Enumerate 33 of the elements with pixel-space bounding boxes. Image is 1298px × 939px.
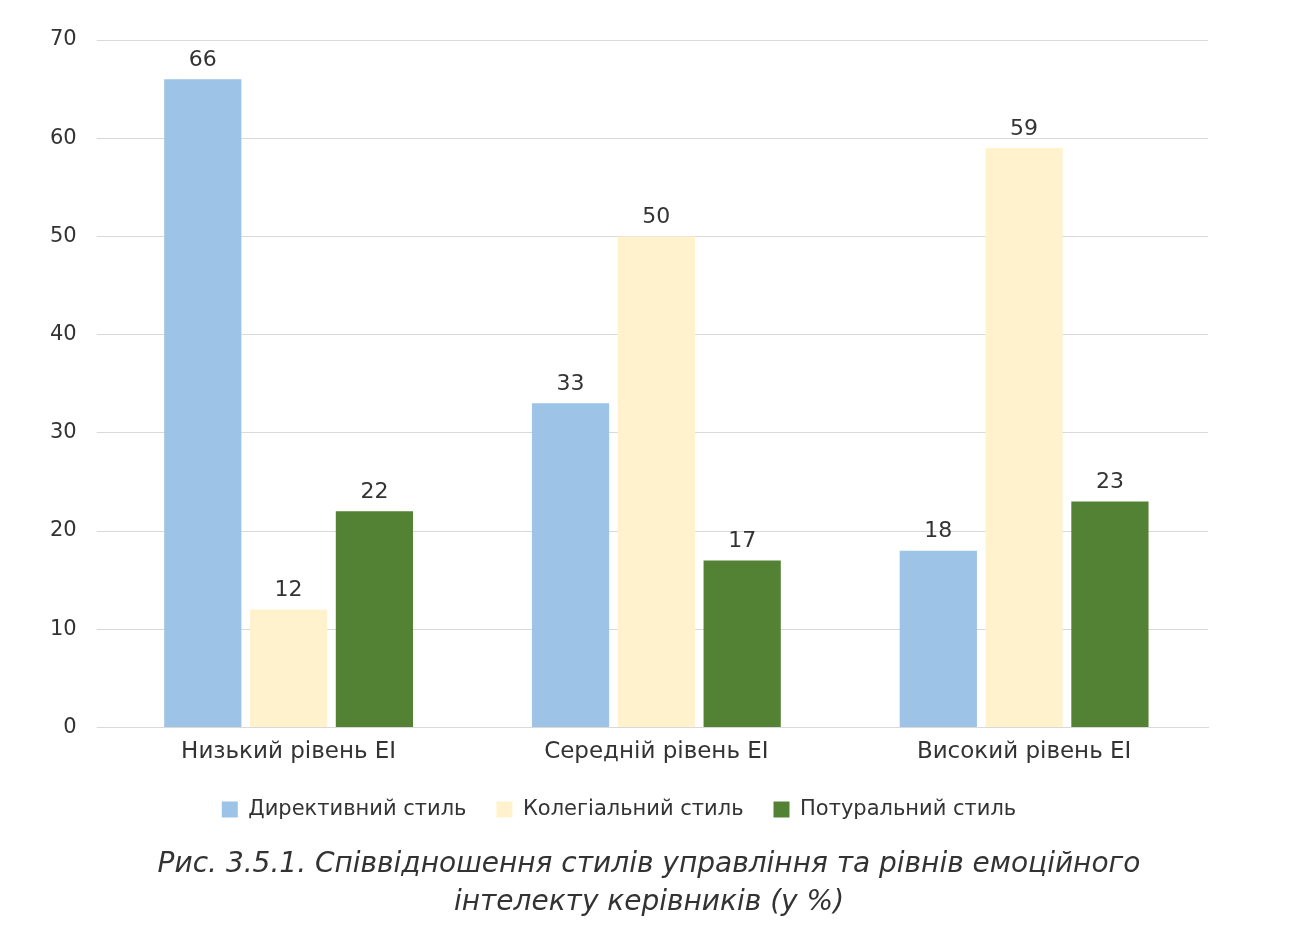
y-tick-label: 50 [49, 222, 77, 247]
y-tick-label: 70 [49, 26, 77, 51]
y-tick-label: 30 [49, 419, 77, 444]
bar [1071, 501, 1149, 727]
data-label: 59 [1010, 114, 1039, 140]
data-label: 22 [360, 478, 389, 504]
y-tick-label: 60 [49, 124, 77, 149]
legend-label: Директивний стиль [248, 795, 467, 820]
x-tick-label: Середній рівень ЕІ [544, 737, 769, 764]
x-tick-label: Високий рівень ЕІ [916, 737, 1132, 764]
bar [985, 148, 1063, 727]
bar [899, 550, 977, 727]
bar [164, 79, 242, 727]
data-label: 23 [1095, 468, 1124, 494]
bar [703, 560, 781, 727]
data-label: 18 [924, 517, 953, 543]
bar [617, 236, 695, 727]
legend-label: Потуральний стиль [800, 795, 1017, 820]
data-label: 50 [642, 203, 671, 229]
bar [249, 609, 328, 727]
data-label: 17 [728, 527, 757, 553]
text: Рис. 3.5.1. Співвідношення стилів управління та рівнів емоційного інтелекту керівників (у %) [156, 845, 1142, 919]
data-label: 12 [274, 576, 303, 602]
data-label: 66 [188, 46, 217, 71]
x-tick-label: Низький рівень ЕІ [181, 737, 397, 764]
bar [531, 403, 610, 727]
y-tick-label: 0 [63, 713, 77, 738]
y-tick-label: 40 [49, 321, 77, 346]
data-label: 33 [556, 370, 585, 396]
legend-label: Колегіальний стиль [522, 795, 744, 820]
y-tick-label: 10 [49, 615, 77, 640]
y-tick-label: 20 [49, 517, 77, 542]
bar [335, 511, 414, 727]
